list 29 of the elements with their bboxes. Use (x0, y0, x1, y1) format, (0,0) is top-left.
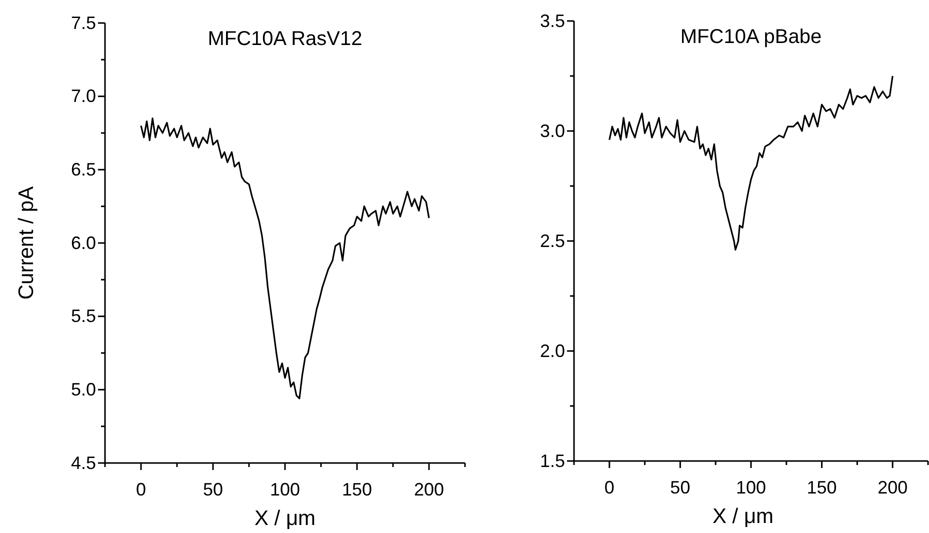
y-tick-label: 7.0 (70, 86, 96, 106)
x-tick-label: 200 (878, 477, 908, 498)
x-axis-title: X / μm (712, 505, 774, 528)
y-tick-label: 2.0 (540, 340, 565, 361)
y-tick-label: 6.0 (70, 232, 96, 253)
x-tick-label: 0 (604, 477, 614, 498)
x-tick-label: 150 (342, 479, 372, 500)
chart-title: MFC10A pBabe (680, 26, 822, 48)
x-tick-label: 100 (736, 477, 766, 498)
line-series (140, 118, 430, 400)
x-tick-label: 50 (202, 479, 224, 500)
y-axis-title: Current / pA (15, 186, 38, 300)
x-tick-label: 50 (670, 477, 690, 498)
y-tick-label: 2.5 (540, 230, 565, 251)
y-tick-label: 5.0 (70, 379, 96, 400)
y-tick-label: 6.5 (70, 159, 96, 180)
y-tick-label: 5.5 (70, 306, 96, 326)
y-tick-label: 1.5 (540, 450, 565, 471)
x-tick-label: 0 (136, 479, 146, 500)
chart-title: MFC10A RasV12 (208, 28, 362, 50)
x-axis-title: X / μm (254, 507, 316, 530)
line-series (608, 75, 894, 251)
y-tick-label: 7.5 (70, 12, 96, 33)
x-tick-label: 150 (806, 477, 837, 498)
y-tick-label: 3.0 (540, 120, 565, 141)
x-tick-label: 100 (270, 479, 300, 500)
y-tick-label: 4.5 (70, 452, 96, 473)
x-tick-label: 200 (414, 479, 444, 500)
y-tick-label: 3.5 (540, 10, 565, 31)
